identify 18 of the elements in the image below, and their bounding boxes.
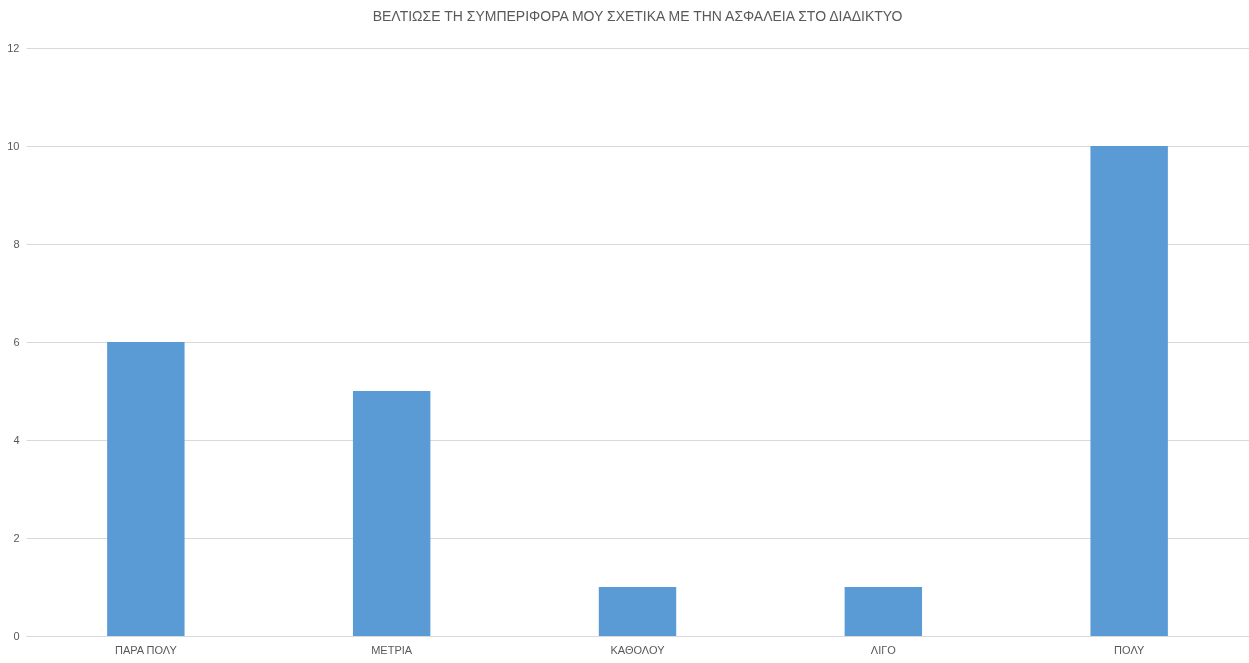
y-tick-label: 12 [7, 41, 20, 54]
bar [107, 342, 185, 636]
x-tick-label: ΛΙΓΟ [870, 643, 897, 656]
y-tick-label: 8 [13, 237, 20, 250]
y-tick-label: 0 [13, 629, 20, 642]
x-tick-label: ΚΑΘΟΛΟΥ [610, 643, 666, 656]
bar [844, 587, 923, 636]
y-tick-label: 2 [13, 531, 20, 544]
x-tick-label: ΠΟΛΥ [1114, 643, 1145, 656]
y-tick-label: 4 [13, 433, 20, 446]
bar [352, 391, 431, 636]
x-tick-label: ΜΕΤΡΙΑ [371, 643, 413, 656]
chart-title: ΒΕΛΤΙΩΣΕ ΤΗ ΣΥΜΠΕΡΙΦΟΡΑ ΜΟΥ ΣΧΕΤΙΚΑ ΜΕ ΤΗΝ ΑΣΦΑΛΕΙΑ ΣΤΟ ΔΙΑΔΙΚΤΥΟ [372, 8, 903, 24]
bar [598, 587, 677, 636]
x-tick-label: ΠΑΡΑ ΠΟΛΥ [114, 643, 178, 656]
bar [1090, 146, 1168, 636]
y-tick-label: 6 [13, 335, 20, 348]
y-tick-label: 10 [7, 139, 20, 152]
